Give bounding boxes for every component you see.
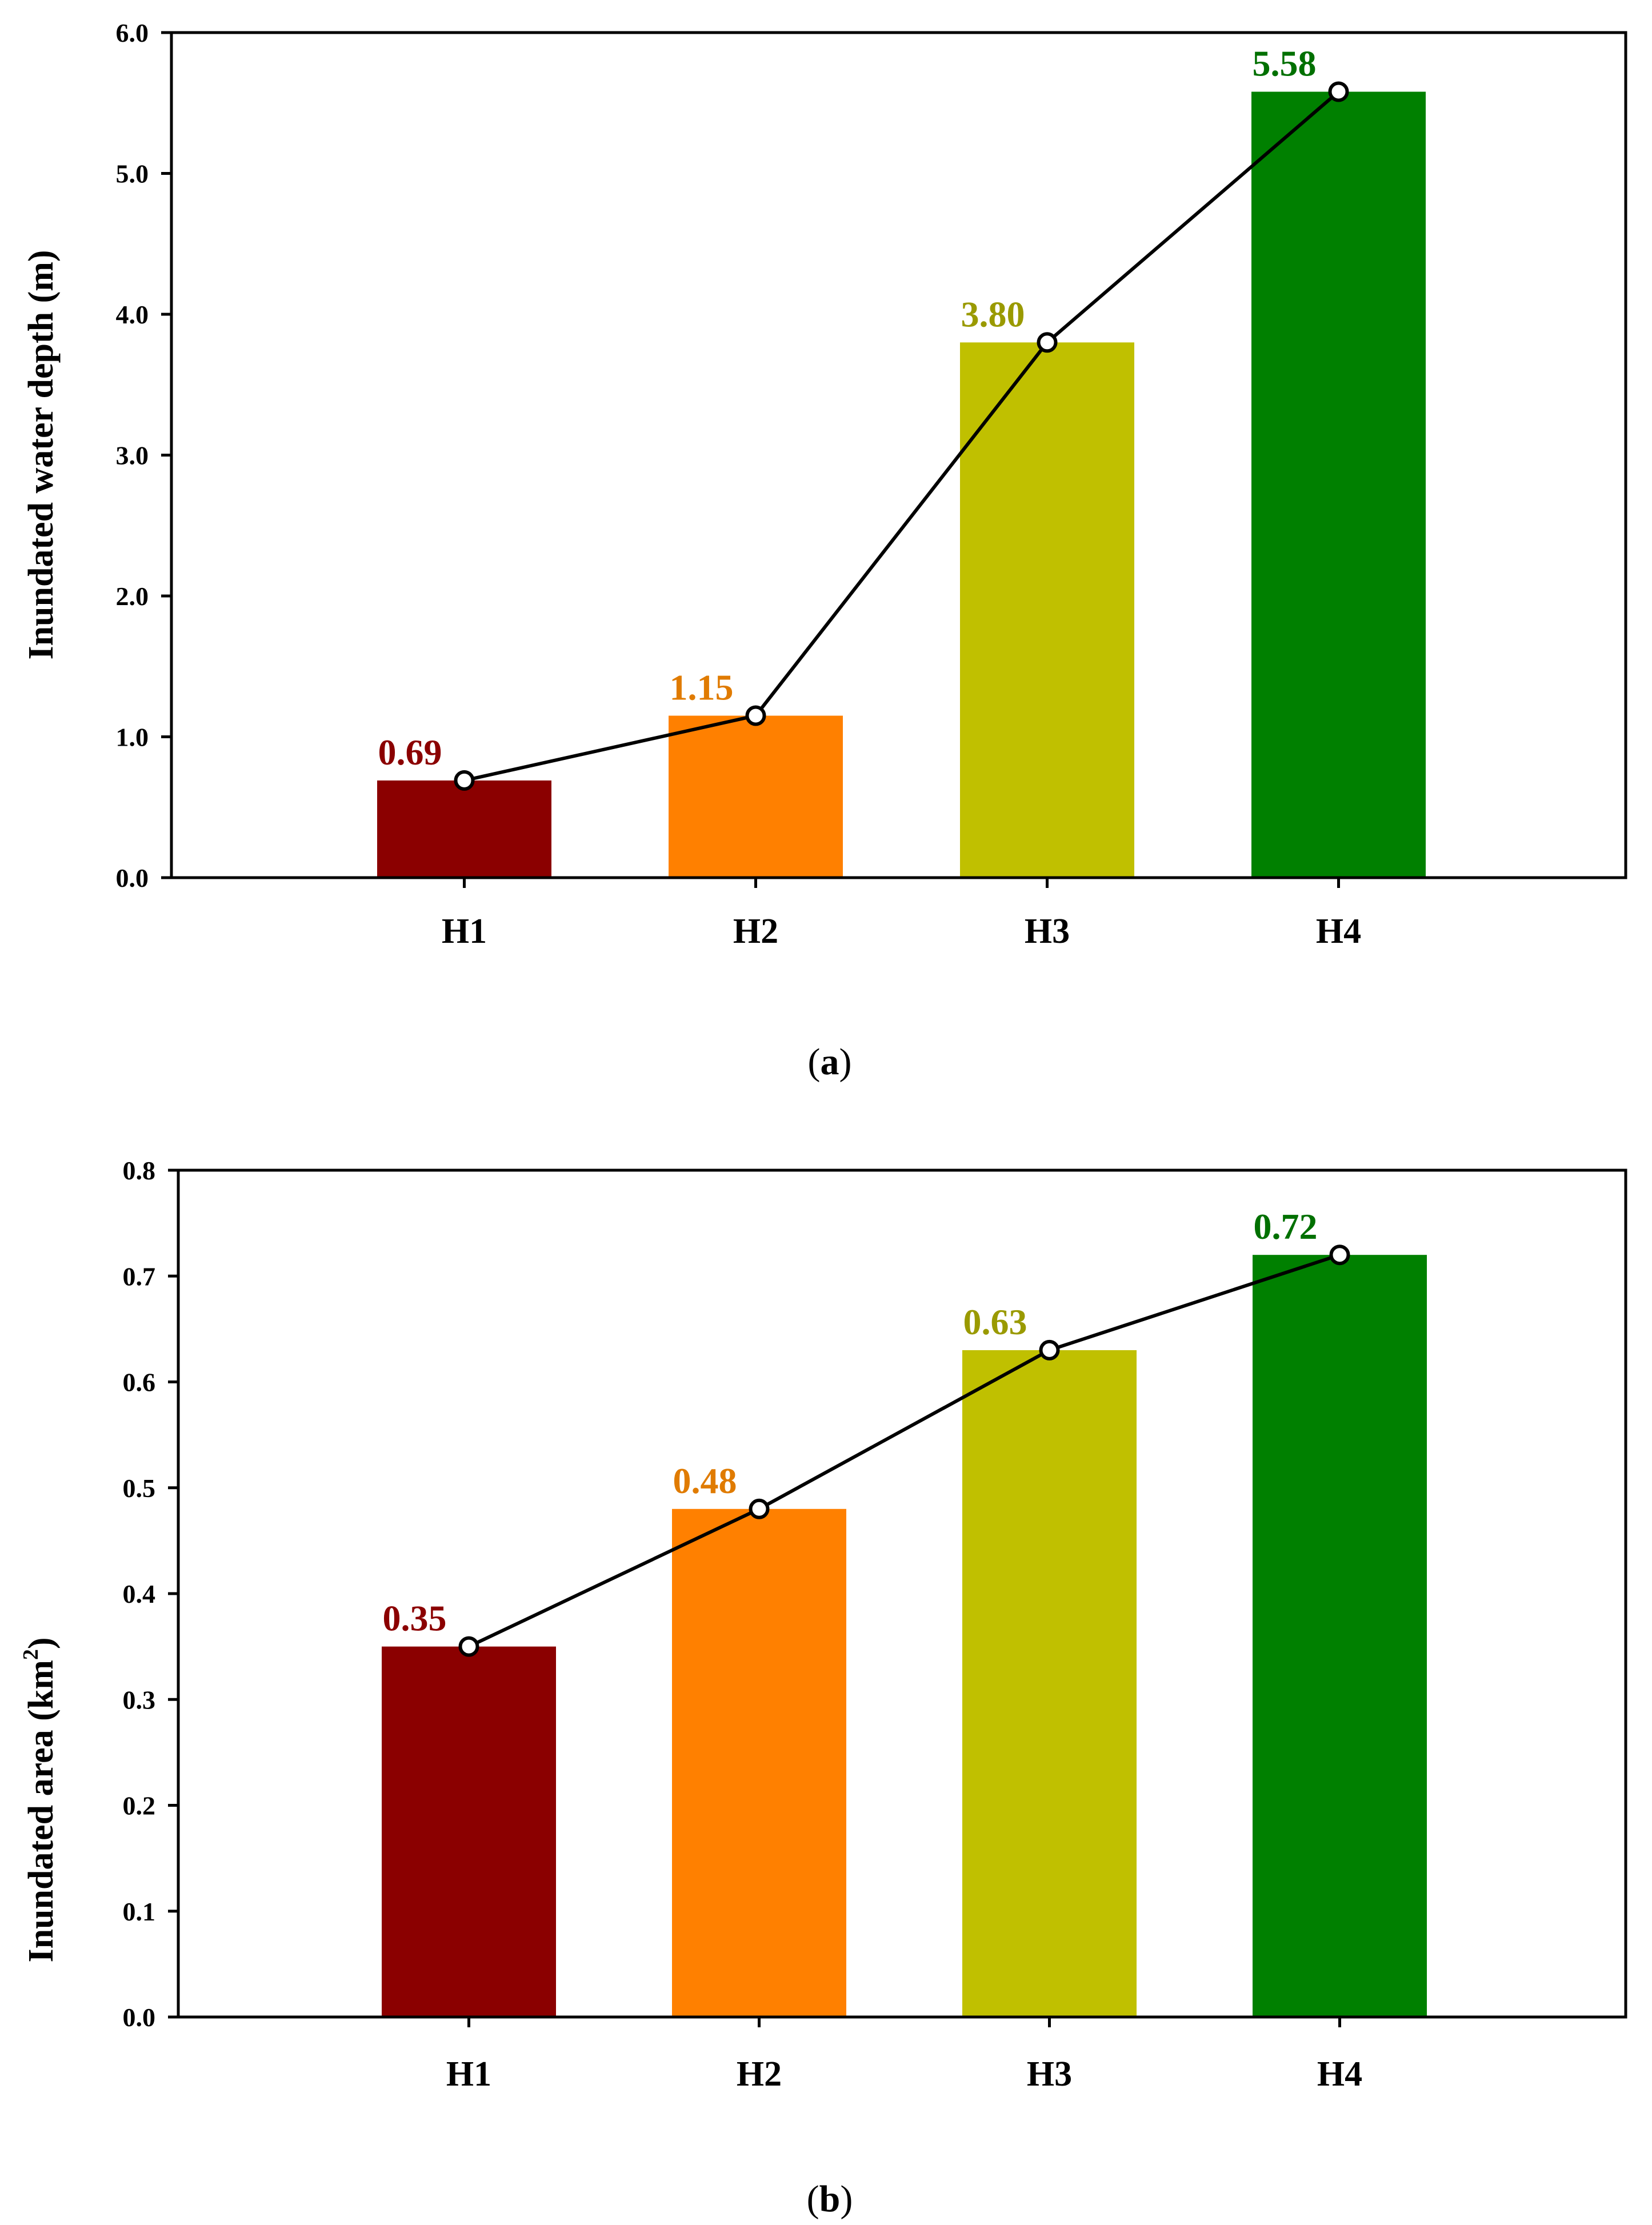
bar-h4	[1253, 1255, 1427, 2017]
y-tick-label: 5.0	[116, 159, 149, 189]
bar-h2	[669, 715, 843, 878]
x-tick-label: H1	[442, 912, 487, 951]
y-tick-label: 6.0	[116, 18, 149, 47]
data-label-h1: 0.69	[378, 732, 442, 773]
bar-h1	[377, 780, 551, 878]
y-axis-title-text: Inundated water depth (m)	[22, 250, 61, 659]
x-tick-label: H3	[1025, 912, 1070, 951]
x-tick-label: H2	[733, 912, 778, 951]
series-line	[463, 90, 1340, 782]
point-marker-h3	[1039, 1339, 1060, 1360]
y-tick-label: 4.0	[116, 300, 149, 329]
data-label-h3: 3.80	[961, 294, 1025, 334]
point-marker-h3	[1037, 332, 1058, 353]
point-marker-h1	[458, 1636, 479, 1657]
y-axis-title-superscript: 2	[19, 1649, 43, 1660]
y-tick-label: 0.3	[123, 1685, 156, 1714]
y-tick-label: 0.0	[123, 2003, 156, 2032]
data-label-h2: 1.15	[670, 667, 734, 708]
y-tick-label: 0.7	[123, 1262, 156, 1291]
y-tick-label: 1.0	[116, 723, 149, 752]
y-tick-label: 0.4	[123, 1579, 156, 1608]
figure-caption: (b)	[807, 2178, 853, 2220]
point-marker-h2	[749, 1498, 770, 1519]
point-marker-h4	[1329, 1244, 1350, 1266]
chart-panel-a: 0.0 1.0 2.0 3.0 4.0 5.0 6.0 H1 H2 H3 H4 0.69 1.15 3.8…	[22, 18, 1627, 1083]
caption-open: (	[808, 1041, 821, 1083]
bar-h2	[672, 1508, 846, 2017]
caption-close: )	[840, 2178, 853, 2220]
series-line	[468, 1253, 1341, 1648]
point-marker-h4	[1328, 81, 1349, 102]
bar-h4	[1251, 91, 1426, 878]
chart-panel-b: 0.0 0.1 0.2 0.3 0.4 0.5 0.6 0.7 0.8 H1 H2 H3 H4 0.35 0…	[19, 1156, 1627, 2220]
y-tick-label: 0.2	[123, 1791, 156, 1820]
y-tick-label: 0.0	[116, 863, 149, 893]
y-tick-label: 3.0	[116, 441, 149, 470]
y-axis-title-suffix: )	[22, 1637, 61, 1649]
figure-caption: (a)	[808, 1041, 852, 1083]
y-tick-label: 0.1	[123, 1897, 156, 1926]
caption-letter: a	[821, 1041, 839, 1083]
bar-h3	[962, 1350, 1137, 2017]
point-marker-h1	[454, 770, 475, 791]
bar-h3	[960, 342, 1134, 878]
y-axis-title-text: Inundated area (km	[22, 1660, 61, 1962]
data-label-h3: 0.63	[963, 1302, 1027, 1342]
caption-letter: b	[819, 2178, 841, 2220]
y-tick-label: 2.0	[116, 582, 149, 611]
x-tick-label: H1	[446, 2055, 491, 2094]
data-label-h1: 0.35	[383, 1598, 447, 1639]
x-tick-label: H4	[1316, 912, 1361, 951]
caption-open: (	[807, 2178, 819, 2220]
y-axis-title: Inundated water depth (m)	[22, 250, 61, 659]
x-tick-label: H3	[1027, 2055, 1072, 2094]
x-tick-label: H4	[1317, 2055, 1362, 2094]
caption-close: )	[839, 1041, 852, 1083]
bar-h1	[382, 1646, 556, 2017]
y-axis-title: Inundated area (km2)	[19, 1637, 61, 1962]
data-label-h4: 5.58	[1253, 43, 1317, 84]
y-tick-label: 0.5	[123, 1474, 156, 1503]
y-tick-label: 0.6	[123, 1368, 156, 1397]
y-tick-label: 0.8	[123, 1156, 156, 1185]
point-marker-h2	[745, 705, 766, 726]
x-tick-label: H2	[737, 2055, 782, 2094]
data-label-h2: 0.48	[673, 1460, 737, 1501]
data-label-h4: 0.72	[1254, 1206, 1318, 1247]
